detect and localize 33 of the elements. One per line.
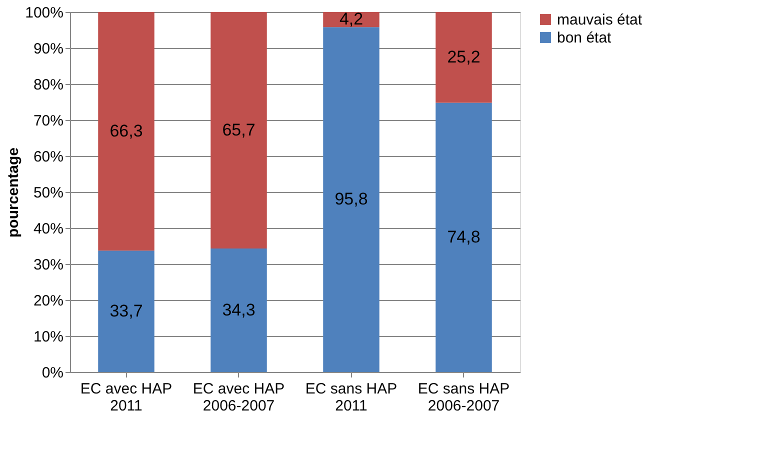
y-axis-title: pourcentage <box>5 147 22 238</box>
y-tick-label: 20% <box>33 292 64 310</box>
data-label: 4,2 <box>339 10 364 29</box>
y-tick-label: 30% <box>33 256 64 274</box>
y-tick-label: 10% <box>33 328 64 346</box>
bar <box>98 12 154 251</box>
y-tick-label: 100% <box>25 4 64 22</box>
x-tick-label: EC sans HAP 2006-2007 <box>418 380 510 414</box>
x-tick-label: EC avec HAP 2006-2007 <box>192 380 285 414</box>
bar <box>436 12 492 103</box>
data-label: 65,7 <box>222 120 256 140</box>
bar <box>98 250 154 372</box>
y-tick-label: 70% <box>33 112 64 130</box>
legend-label: mauvais état <box>557 12 643 28</box>
y-tick-label: 60% <box>33 148 64 166</box>
y-tick-label: 90% <box>33 40 64 58</box>
data-label: 66,3 <box>110 121 143 140</box>
data-label: 34,3 <box>222 300 256 320</box>
data-label: 25,2 <box>447 47 480 66</box>
y-tick-label: 40% <box>33 220 64 238</box>
y-tick-label: 80% <box>33 76 64 94</box>
bar <box>210 12 267 249</box>
bar <box>210 248 267 372</box>
data-label: 74,8 <box>447 227 480 246</box>
y-tick-label: 50% <box>33 184 64 202</box>
legend-label: bon état <box>557 30 612 46</box>
data-label: 33,7 <box>110 301 143 320</box>
bar <box>323 27 380 372</box>
x-tick-label: EC avec HAP 2011 <box>80 380 172 414</box>
data-label: 95,8 <box>334 190 368 209</box>
bar <box>436 102 492 372</box>
y-tick-label: 0% <box>42 364 64 382</box>
x-tick-label: EC sans HAP 2011 <box>305 380 398 414</box>
